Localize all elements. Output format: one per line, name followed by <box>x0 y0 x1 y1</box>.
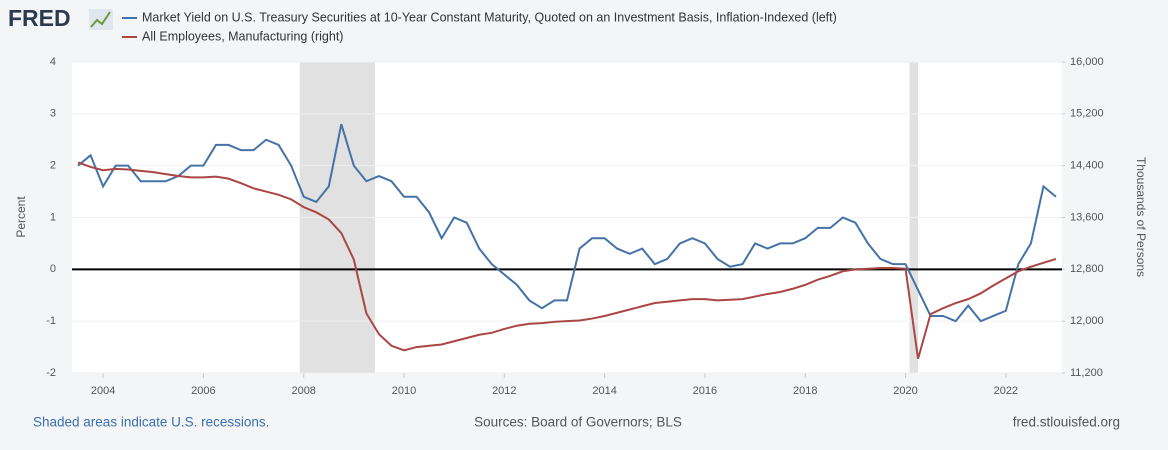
x-tick-label: 2020 <box>893 385 917 397</box>
series-line <box>77 161 1057 360</box>
x-tick-label: 2004 <box>91 385 115 397</box>
y2-tick-label: 15,200 <box>1070 108 1104 120</box>
y2-tick-label: 16,000 <box>1070 56 1104 68</box>
y-tick-label: 1 <box>50 211 56 223</box>
logo-icon <box>89 9 113 30</box>
series-line <box>77 123 1057 323</box>
y2-tick-label: 13,600 <box>1070 211 1104 223</box>
x-tick-label: 2016 <box>693 385 717 397</box>
y2-tick-label: 12,000 <box>1070 315 1104 327</box>
y2-tick-label: 12,800 <box>1070 263 1104 275</box>
logo: FRED <box>8 5 71 31</box>
x-tick-label: 2006 <box>191 385 215 397</box>
y-tick-label: 2 <box>50 160 56 172</box>
x-tick-label: 2014 <box>592 385 616 397</box>
x-tick-label: 2008 <box>291 385 315 397</box>
x-tick-label: 2018 <box>793 385 817 397</box>
x-tick-label: 2022 <box>994 385 1018 397</box>
source: Sources: Board of Governors; BLS <box>474 415 682 430</box>
x-tick-label: 2012 <box>492 385 516 397</box>
y-tick-label: 0 <box>50 263 56 275</box>
y2-tick-label: 14,400 <box>1070 160 1104 172</box>
logo-icon-line <box>90 11 111 28</box>
recession-note: Shaded areas indicate U.S. recessions. <box>33 415 269 430</box>
y-tick-label: -2 <box>46 367 56 379</box>
legend-label: Market Yield on U.S. Treasury Securities… <box>142 10 837 24</box>
legend-label: All Employees, Manufacturing (right) <box>142 29 343 43</box>
y-tick-label: 4 <box>50 56 56 68</box>
y2-tick-label: 11,200 <box>1070 367 1103 379</box>
y-tick-label: 3 <box>50 108 56 120</box>
y2-axis-title: Thousands of Persons <box>1134 157 1148 277</box>
y-axis-title: Percent <box>14 196 28 238</box>
y-tick-label: -1 <box>46 315 56 327</box>
x-tick-label: 2010 <box>392 385 416 397</box>
site: fred.stlouisfed.org <box>1013 415 1120 430</box>
